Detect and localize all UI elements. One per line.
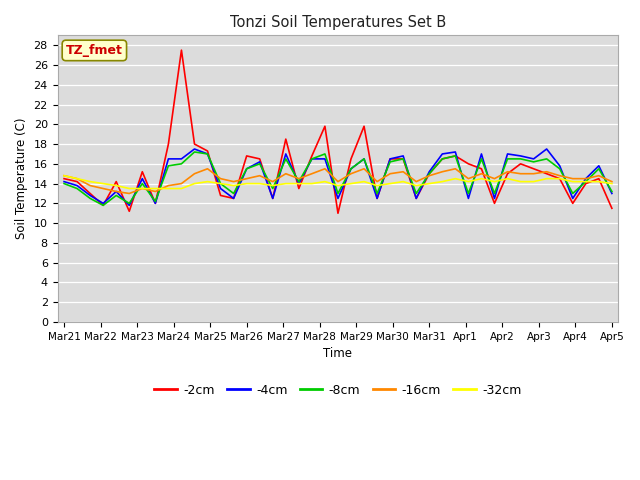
Title: Tonzi Soil Temperatures Set B: Tonzi Soil Temperatures Set B: [230, 15, 446, 30]
X-axis label: Time: Time: [323, 347, 353, 360]
Text: TZ_fmet: TZ_fmet: [66, 44, 123, 57]
Legend: -2cm, -4cm, -8cm, -16cm, -32cm: -2cm, -4cm, -8cm, -16cm, -32cm: [149, 379, 527, 402]
Y-axis label: Soil Temperature (C): Soil Temperature (C): [15, 118, 28, 240]
